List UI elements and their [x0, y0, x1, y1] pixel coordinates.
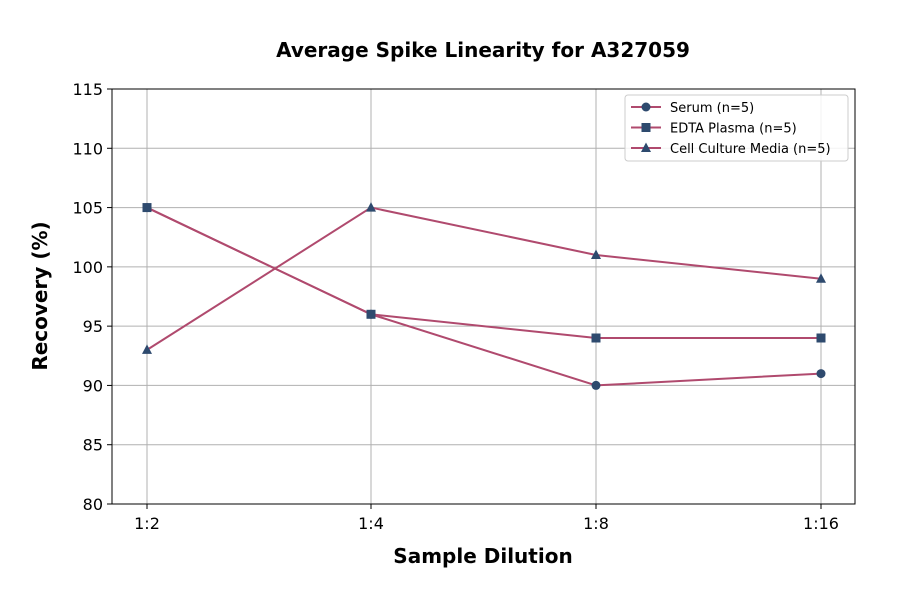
legend-label: EDTA Plasma (n=5) — [670, 122, 797, 137]
data-point — [366, 202, 376, 212]
chart-title: Average Spike Linearity for A327059 — [276, 38, 690, 62]
data-point — [591, 249, 601, 259]
data-point — [591, 333, 601, 343]
series-triangle — [142, 202, 826, 354]
data-point — [816, 369, 826, 379]
series-line — [146, 206, 821, 339]
legend-marker — [641, 102, 651, 112]
x-axis-label: Sample Dilution — [393, 544, 572, 568]
y-axis: 80 85 90 95 100 105 110 115 — [72, 80, 112, 514]
y-tick-label: 100 — [72, 258, 103, 277]
data-point — [366, 309, 376, 319]
y-tick-label: 95 — [83, 317, 103, 336]
x-axis: 1:2 1:4 1:8 1:16 — [134, 504, 839, 533]
data-point — [591, 380, 601, 390]
data-point — [816, 333, 826, 343]
series-line — [146, 206, 822, 351]
y-tick-label: 90 — [83, 376, 103, 395]
data-point — [816, 273, 826, 283]
legend-label: Serum (n=5) — [670, 101, 754, 116]
series-square — [142, 203, 826, 343]
legend-entry: EDTA Plasma (n=5) — [631, 122, 797, 137]
x-tick-label: 1:2 — [134, 514, 160, 533]
data-point — [142, 203, 152, 213]
x-tick-label: 1:8 — [583, 514, 609, 533]
legend-entry: Cell Culture Media (n=5) — [631, 142, 831, 157]
legend-marker — [641, 142, 651, 152]
legend: Serum (n=5) EDTA Plasma (n=5) Cell Culture… — [624, 94, 849, 162]
y-tick-label: 85 — [83, 436, 103, 455]
plot-frame — [111, 88, 856, 505]
x-tick-label: 1:16 — [803, 514, 839, 533]
data-point — [142, 344, 152, 354]
y-tick-label: 80 — [83, 495, 103, 514]
y-tick-label: 110 — [72, 139, 103, 158]
legend-label: Cell Culture Media (n=5) — [670, 142, 831, 157]
y-axis-label: Recovery (%) — [28, 221, 52, 370]
legend-entry: Serum (n=5) — [631, 101, 754, 116]
x-tick-label: 1:4 — [358, 514, 384, 533]
series-group — [142, 202, 826, 390]
y-tick-label: 115 — [72, 80, 103, 99]
series-line — [146, 206, 822, 387]
legend-marker — [641, 123, 651, 132]
y-tick-label: 105 — [72, 199, 103, 218]
